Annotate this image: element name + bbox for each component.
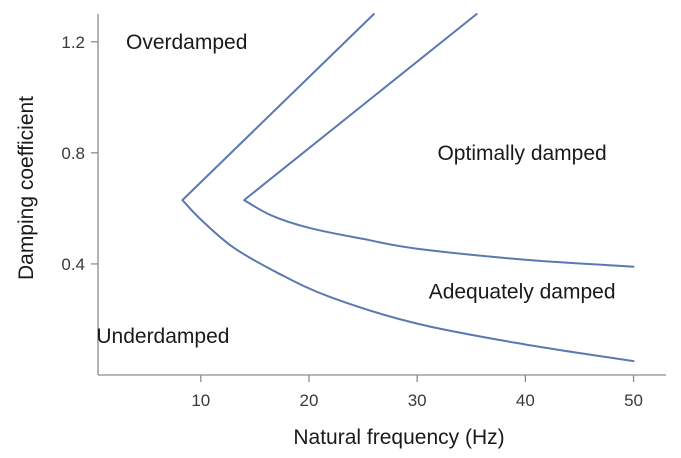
y-axis-title: Damping coefficient [15,96,38,280]
y-tick-label: 0.8 [61,144,85,163]
y-tick-label: 1.2 [61,33,85,52]
region-label: Optimally damped [437,142,606,165]
region-label: Underdamped [96,325,229,348]
y-tick-label: 0.4 [61,255,85,274]
ticks-group: 10 20 30 40 50 0.4 0.8 1.2 [61,33,643,410]
x-axis-title: Natural frequency (Hz) [293,426,504,449]
x-tick-label: 50 [624,391,643,410]
x-tick-label: 40 [516,391,535,410]
region-label: Adequately damped [429,281,616,304]
series-curve-1 [181,13,635,363]
series-curve-2 [243,13,635,268]
x-tick-label: 20 [300,391,319,410]
annotations-group: Overdamped Optimally damped Adequately dam… [96,31,615,348]
region-label: Overdamped [126,31,247,54]
curves-group [181,13,635,363]
x-tick-label: 10 [191,391,210,410]
x-tick-label: 30 [408,391,427,410]
